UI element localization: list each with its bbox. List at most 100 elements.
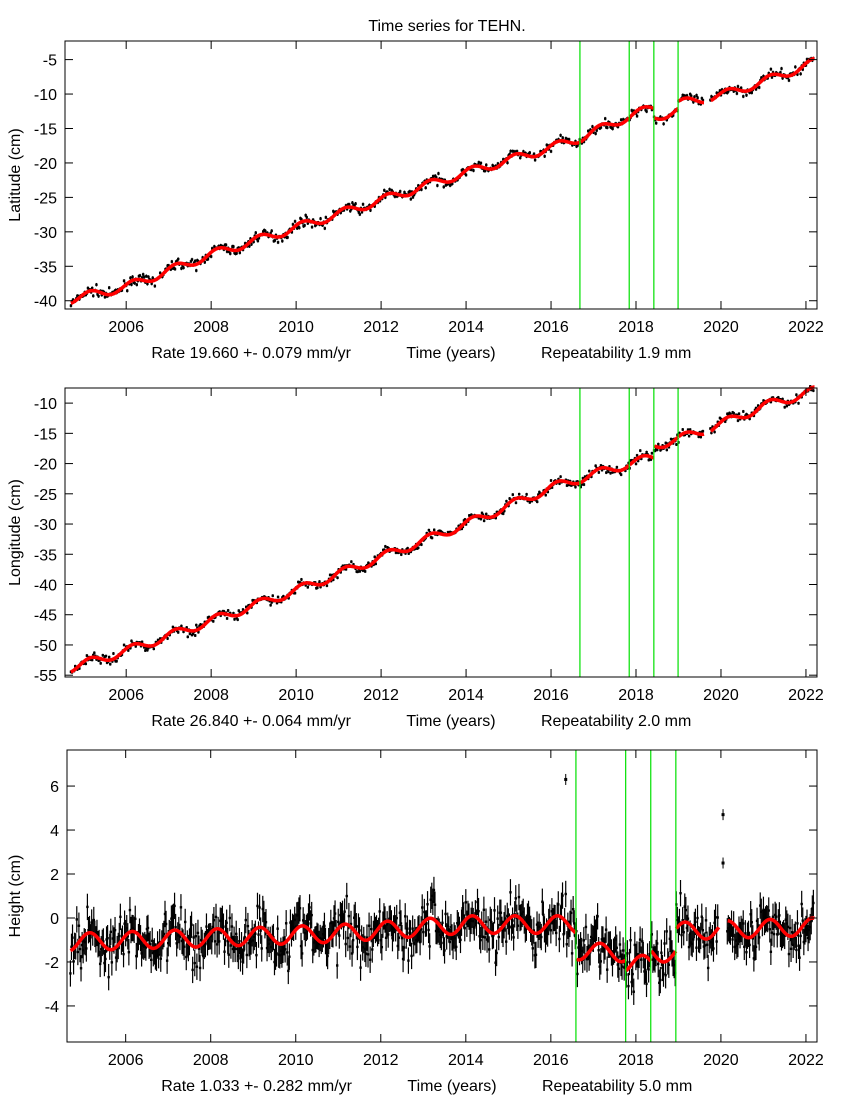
y-tick-label: -45 bbox=[34, 608, 57, 625]
data-point bbox=[528, 501, 531, 504]
data-point bbox=[229, 611, 232, 615]
data-point bbox=[670, 438, 674, 441]
data-point bbox=[270, 229, 273, 233]
data-point bbox=[303, 224, 306, 227]
data-point bbox=[249, 940, 253, 943]
data-point bbox=[559, 917, 562, 920]
data-point bbox=[614, 938, 617, 941]
data-point bbox=[177, 257, 180, 261]
data-point bbox=[78, 947, 82, 951]
data-point bbox=[709, 427, 712, 430]
data-point bbox=[536, 500, 539, 503]
data-point bbox=[546, 932, 549, 935]
data-point bbox=[422, 930, 425, 934]
data-point bbox=[301, 919, 305, 922]
data-point bbox=[762, 74, 765, 78]
data-point bbox=[739, 86, 743, 90]
data-point bbox=[633, 943, 637, 947]
plot-frame bbox=[64, 387, 818, 678]
data-point bbox=[168, 633, 171, 637]
data-point bbox=[215, 943, 219, 946]
data-point bbox=[718, 89, 722, 92]
data-point bbox=[434, 174, 437, 178]
y-tick-label: 6 bbox=[50, 779, 59, 796]
data-point bbox=[609, 471, 612, 475]
data-point bbox=[698, 938, 701, 942]
data-point bbox=[131, 926, 135, 930]
data-point bbox=[731, 938, 734, 941]
data-point bbox=[535, 923, 539, 926]
data-point bbox=[367, 924, 371, 927]
data-point bbox=[232, 612, 235, 615]
data-point bbox=[533, 158, 537, 162]
data-point bbox=[158, 271, 162, 275]
data-point bbox=[300, 218, 303, 221]
data-point bbox=[649, 458, 653, 461]
data-point bbox=[574, 485, 577, 489]
data-point bbox=[396, 944, 399, 948]
data-point bbox=[111, 937, 115, 940]
data-point bbox=[289, 921, 292, 924]
data-point bbox=[360, 210, 364, 214]
data-point bbox=[515, 150, 519, 153]
repeatability-text: Repeatability 1.9 mm bbox=[541, 345, 691, 362]
data-point bbox=[744, 414, 747, 417]
data-point bbox=[225, 250, 229, 253]
data-point bbox=[435, 176, 438, 179]
data-point bbox=[312, 941, 316, 944]
data-point bbox=[615, 946, 618, 949]
data-point bbox=[485, 163, 488, 167]
data-point bbox=[115, 947, 119, 951]
data-point bbox=[696, 916, 699, 920]
data-point bbox=[635, 454, 639, 457]
data-point bbox=[696, 96, 699, 99]
data-point bbox=[719, 417, 723, 421]
data-point bbox=[281, 948, 285, 952]
data-point bbox=[576, 972, 579, 976]
data-point bbox=[655, 942, 659, 945]
data-point bbox=[76, 950, 80, 954]
data-point bbox=[129, 276, 132, 280]
data-point bbox=[635, 953, 639, 956]
data-point bbox=[810, 919, 813, 923]
data-point bbox=[591, 125, 594, 128]
data-point bbox=[382, 915, 386, 918]
data-point bbox=[345, 894, 348, 898]
data-point bbox=[352, 563, 355, 566]
data-point bbox=[784, 918, 787, 921]
data-point bbox=[512, 936, 515, 939]
data-point bbox=[157, 953, 160, 957]
y-tick-label: -20 bbox=[34, 457, 57, 474]
data-point bbox=[625, 973, 628, 976]
data-point bbox=[115, 660, 118, 663]
data-point bbox=[770, 76, 774, 79]
data-point bbox=[596, 915, 599, 918]
data-point bbox=[354, 913, 357, 917]
data-point bbox=[505, 500, 508, 503]
data-point bbox=[407, 959, 410, 962]
data-point bbox=[796, 922, 799, 925]
data-point bbox=[248, 945, 252, 948]
data-point bbox=[565, 484, 569, 487]
data-point bbox=[358, 213, 362, 216]
data-point bbox=[688, 428, 692, 431]
data-point bbox=[779, 932, 782, 935]
data-point bbox=[526, 915, 529, 918]
data-point bbox=[687, 434, 691, 438]
data-point bbox=[783, 934, 786, 938]
data-point bbox=[112, 652, 115, 655]
y-tick-label: -40 bbox=[34, 294, 57, 311]
data-point bbox=[760, 76, 763, 79]
data-point bbox=[607, 470, 610, 473]
data-point bbox=[158, 637, 162, 640]
data-point bbox=[145, 646, 148, 650]
data-point bbox=[526, 499, 529, 503]
data-point bbox=[514, 501, 518, 504]
data-point bbox=[706, 966, 710, 970]
repeatability-text: Repeatability 5.0 mm bbox=[542, 1078, 692, 1095]
data-point bbox=[685, 94, 689, 97]
data-point bbox=[144, 649, 147, 652]
data-point bbox=[622, 966, 626, 969]
data-point bbox=[232, 245, 235, 248]
data-point bbox=[390, 189, 393, 192]
